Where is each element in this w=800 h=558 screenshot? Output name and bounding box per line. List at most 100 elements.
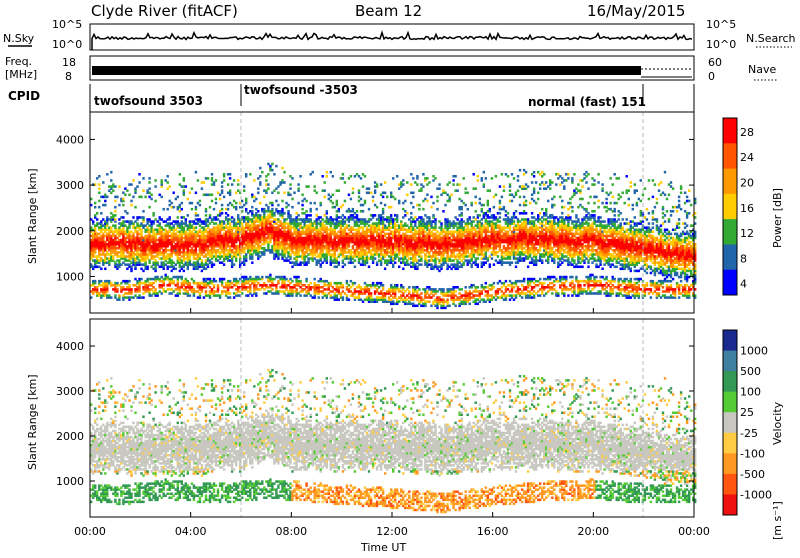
- power-cell: [277, 204, 279, 207]
- power-cell: [324, 196, 326, 199]
- power-cell: [205, 214, 207, 217]
- power-cell: [126, 189, 128, 192]
- cpid-segment-1: twofsound 3503: [94, 94, 203, 108]
- power-cell: [259, 167, 261, 170]
- power-cell: [263, 247, 265, 250]
- power-cell: [142, 286, 144, 289]
- power-cell: [420, 292, 422, 295]
- power-cell: [356, 210, 358, 213]
- power-cell: [406, 212, 408, 215]
- power-cell: [96, 233, 98, 236]
- power-cell: [326, 171, 328, 174]
- power-cell: [324, 181, 326, 184]
- power-cell: [263, 196, 265, 199]
- power-cell: [293, 290, 295, 293]
- power-cell: [436, 208, 438, 211]
- power-cell: [414, 220, 416, 223]
- power-cell: [187, 290, 189, 293]
- power-cell: [293, 276, 295, 279]
- power-cell: [173, 245, 175, 248]
- power-cell: [402, 179, 404, 182]
- power-cell: [338, 220, 340, 223]
- power-cell: [422, 173, 424, 176]
- power-cell: [384, 239, 386, 242]
- power-cell: [458, 303, 460, 306]
- power-cell: [267, 187, 269, 190]
- power-cell: [384, 218, 386, 221]
- power-cell: [187, 198, 189, 201]
- power-cell: [384, 259, 386, 262]
- power-cell: [173, 276, 175, 279]
- power-cell: [203, 263, 205, 266]
- power-cell: [209, 214, 211, 217]
- power-cell: [390, 214, 392, 217]
- power-cell: [197, 179, 199, 182]
- power-cell: [94, 202, 96, 205]
- power-cell: [173, 224, 175, 227]
- power-cell: [132, 179, 134, 182]
- power-cell: [247, 290, 249, 293]
- power-cell: [420, 255, 422, 258]
- power-cell: [384, 224, 386, 227]
- power-cell: [450, 194, 452, 197]
- power-cell: [94, 206, 96, 209]
- cpid-row: CPID twofsound 3503 twofsound -3503 norm…: [8, 83, 694, 112]
- power-cell: [235, 206, 237, 209]
- power-cell: [231, 183, 233, 186]
- power-cell: [293, 284, 295, 287]
- power-cell: [406, 194, 408, 197]
- power-cell: [233, 284, 235, 287]
- power-cell: [156, 229, 158, 232]
- power-cell: [382, 208, 384, 211]
- power-cell: [128, 280, 130, 283]
- nsearch-top-tick: 10^5: [706, 18, 736, 31]
- power-cell: [96, 222, 98, 225]
- power-cell: [438, 183, 440, 186]
- power-cell: [112, 189, 114, 192]
- power-cell: [114, 214, 116, 217]
- power-cell: [384, 249, 386, 252]
- power-cell: [354, 282, 356, 285]
- power-cell: [432, 214, 434, 217]
- power-cell: [116, 196, 118, 199]
- power-cell: [195, 171, 197, 174]
- power-cell: [458, 266, 460, 269]
- power-cell: [126, 226, 128, 229]
- power-cell: [110, 296, 112, 299]
- power-cell: [229, 296, 231, 299]
- power-cell: [122, 216, 124, 219]
- power-cell: [259, 175, 261, 178]
- power-cell: [247, 278, 249, 281]
- power-cell: [458, 296, 460, 299]
- power-cell: [195, 226, 197, 229]
- nsearch-bottom-tick: 10^0: [706, 38, 736, 51]
- power-cell: [271, 169, 273, 172]
- power-cell: [142, 210, 144, 213]
- power-cell: [414, 181, 416, 184]
- power-cell: [384, 233, 386, 236]
- power-cell: [203, 181, 205, 184]
- power-cell: [203, 226, 205, 229]
- power-cell: [112, 214, 114, 217]
- power-cell: [229, 177, 231, 180]
- power-cell: [269, 274, 271, 277]
- power-cell: [100, 212, 102, 215]
- power-cell: [271, 202, 273, 205]
- cpid-label: CPID: [8, 89, 40, 103]
- power-cell: [251, 261, 253, 264]
- power-cell: [287, 210, 289, 213]
- power-cell: [203, 296, 205, 299]
- power-cell: [195, 192, 197, 195]
- power-cell: [221, 208, 223, 211]
- power-cell: [384, 192, 386, 195]
- power-cell: [289, 214, 291, 217]
- power-cell: [173, 206, 175, 209]
- power-cell: [354, 288, 356, 291]
- power-cell: [396, 175, 398, 178]
- power-cell: [372, 200, 374, 203]
- power-cell: [446, 298, 448, 301]
- power-cell: [338, 235, 340, 238]
- power-cell: [173, 261, 175, 264]
- power-cell: [376, 206, 378, 209]
- power-cell: [142, 216, 144, 219]
